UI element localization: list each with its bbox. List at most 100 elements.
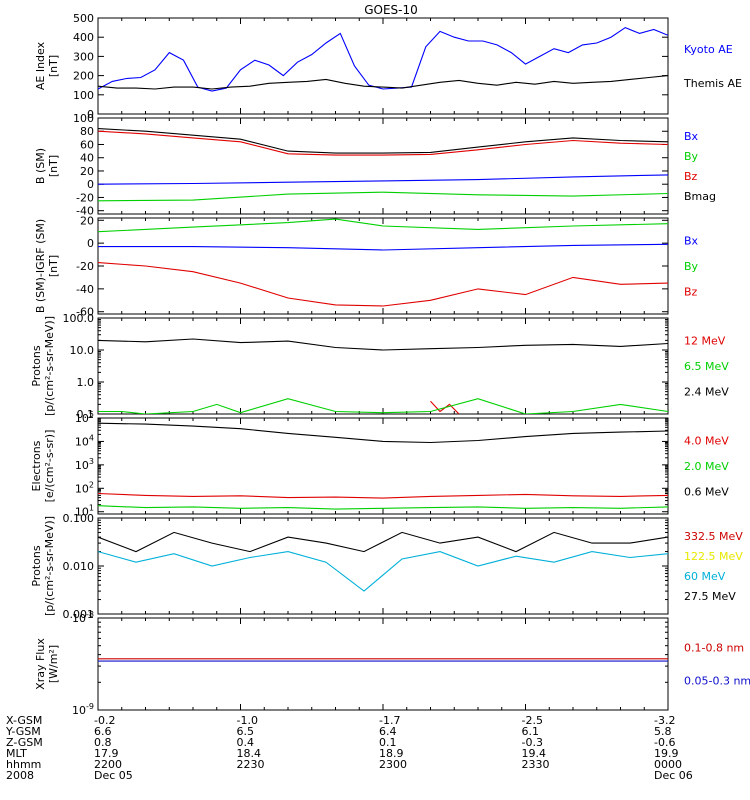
legend-entry: 27.5 MeV [684, 590, 736, 603]
y-axis-unit: [W/m²] [47, 645, 60, 683]
footer-value: 5.8 [654, 725, 672, 738]
y-tick-label: 0.100 [63, 512, 95, 525]
y-tick-label: 100 [73, 89, 94, 102]
y-axis-unit: [p/(cm²-s-sr-MeV)] [43, 316, 56, 416]
series-line [98, 243, 668, 251]
legend-entry: 4.0 MeV [684, 435, 729, 448]
legend-entry: By [684, 150, 699, 163]
footer-value: -3.2 [654, 714, 675, 727]
footer-row-label: 2008 [6, 769, 34, 782]
series-line [98, 26, 668, 92]
y-tick-label: 60 [80, 138, 94, 151]
y-tick-exponent: 1 [89, 504, 94, 513]
y-tick-label: 102 [75, 480, 94, 495]
y-tick-exponent: -8 [86, 610, 94, 619]
y-tick-label: 100 [73, 112, 94, 125]
y-tick-label: 500 [73, 12, 94, 25]
footer-value: 19.9 [654, 747, 679, 760]
legend-entry: Bx [684, 130, 699, 143]
y-axis-unit: [p/(cm²-s-sr-MeV)] [43, 516, 56, 616]
panel-1: 0 100 200 300 400 500 AE Index [nT] Kyoto AE Them… [34, 12, 742, 121]
series-line [98, 218, 668, 233]
y-tick-label: -40 [76, 205, 94, 218]
y-tick-label: -20 [76, 191, 94, 204]
y-tick-label: 10-8 [72, 610, 94, 625]
legend-entry: 12 MeV [684, 335, 726, 348]
footer-value: -0.3 [522, 736, 543, 749]
y-tick-label: 40 [80, 152, 94, 165]
series-line [98, 505, 668, 510]
y-tick-label: 103 [75, 457, 94, 472]
y-tick-label: 105 [75, 410, 94, 425]
footer-value: 18.9 [379, 747, 404, 760]
y-tick-label: 1.0 [77, 376, 95, 389]
footer-value: 2300 [379, 758, 407, 771]
y-axis-unit: [nT] [47, 255, 60, 277]
series-line [98, 174, 668, 185]
y-tick-label: 0 [87, 178, 94, 191]
legend-entry: 0.6 MeV [684, 485, 729, 498]
footer-ephemeris: X-GSM -0.2 -1.0 -1.7 -2.5 -3.2 Y-GSM 6.6 6.5 6.4 6… [5, 714, 693, 782]
footer-value: 0.4 [237, 736, 255, 749]
footer-value: 6.1 [522, 725, 540, 738]
legend-entry: 0.05-0.3 nm [684, 674, 750, 687]
series-line [98, 262, 668, 307]
panel-7: 10-9 10-8 Xray Flux [W/m²] 0.1-0.8 nm 0.05-0.… [34, 610, 750, 717]
y-axis-label: B (SM)-IGRF (SM) [34, 219, 47, 313]
legend-entry: 0.1-0.8 nm [684, 642, 744, 655]
legend-entry: Bmag [684, 190, 716, 203]
y-tick-label: -20 [76, 260, 94, 273]
footer-value: -1.7 [379, 714, 400, 727]
legend-entry: 6.5 MeV [684, 360, 729, 373]
series-line [98, 130, 668, 156]
y-tick-label: 0.001 [63, 608, 95, 621]
series-line [98, 338, 668, 351]
plot-frame [97, 217, 669, 315]
y-tick-label: 10-9 [72, 702, 94, 717]
y-axis-unit: [nT] [47, 155, 60, 177]
footer-value: 17.9 [94, 747, 119, 760]
y-tick-label: 104 [75, 433, 94, 448]
y-tick-exponent: 4 [89, 433, 94, 442]
plot-frame [97, 417, 669, 515]
y-axis-label: B (SM) [34, 148, 47, 184]
footer-value: 6.4 [379, 725, 397, 738]
y-tick-label: 20 [80, 214, 94, 227]
y-axis-label: Electrons [30, 440, 43, 491]
y-tick-label: -40 [76, 283, 94, 296]
footer-value: 19.4 [522, 747, 547, 760]
legend-entry: 332.5 MeV [684, 530, 743, 543]
panel-3: -60 -40 -20 0 20 B (SM)-IGRF (SM) [nT] Bx By Bz [34, 214, 699, 318]
panel-4: 0.1 1.0 10.0 100.0 Protons [p/(cm²-s-sr-MeV)]… [30, 312, 729, 421]
footer-value: 2330 [522, 758, 550, 771]
series-line [98, 398, 668, 414]
footer-value: 0000 [654, 758, 682, 771]
footer-value: -0.6 [654, 736, 675, 749]
footer-value: -1.0 [237, 714, 258, 727]
plot-frame [97, 317, 669, 415]
plot-frame [97, 617, 669, 711]
y-axis-label: Protons [30, 545, 43, 586]
series-line [98, 191, 668, 202]
footer-value: -2.5 [522, 714, 543, 727]
y-tick-label: 20 [80, 165, 94, 178]
y-axis-label: Protons [30, 345, 43, 386]
legend-entry: 60 MeV [684, 570, 726, 583]
plot-frame [97, 17, 669, 115]
footer-value: 18.4 [237, 747, 262, 760]
footer-value: 0.8 [94, 736, 112, 749]
series-line [98, 531, 668, 553]
legend-entry: 122.5 MeV [684, 550, 743, 563]
legend-entry: Bx [684, 235, 699, 248]
y-tick-exponent: 3 [89, 457, 94, 466]
footer-value: 2200 [94, 758, 122, 771]
footer-value: Dec 05 [94, 769, 133, 782]
legend-entry: 2.0 MeV [684, 460, 729, 473]
y-tick-label: 0.1 [77, 408, 95, 421]
footer-value: 6.5 [237, 725, 255, 738]
y-tick-label: 300 [73, 50, 94, 63]
y-axis-label: Xray Flux [34, 638, 47, 690]
